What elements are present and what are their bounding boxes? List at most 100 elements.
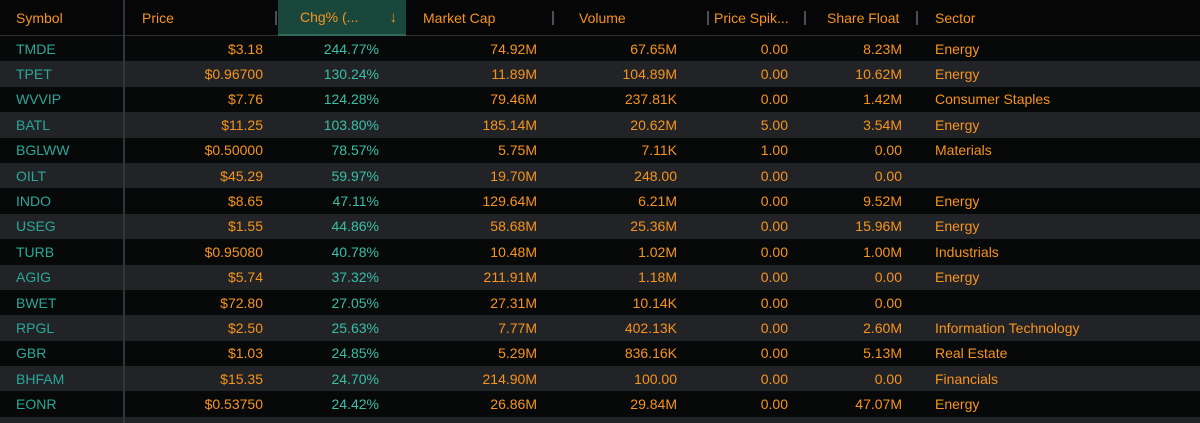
- cell-symbol[interactable]: BGLWW: [16, 142, 70, 159]
- sort-descending-icon[interactable]: ↓: [389, 8, 398, 26]
- cell-price-spike: 0.00: [760, 269, 788, 286]
- column-divider: [275, 11, 277, 25]
- cell-share-float: 10.62M: [855, 66, 902, 83]
- cell-sector: Energy: [935, 66, 980, 83]
- cell-market-cap: 58.68M: [490, 218, 537, 235]
- cell-symbol[interactable]: BHFAM: [16, 370, 65, 387]
- cell-price-spike: 1.00: [760, 142, 788, 159]
- cell-price: $72.80: [220, 294, 263, 311]
- column-header-share-float[interactable]: Share Float: [804, 0, 917, 36]
- cell-price-spike: 0.00: [760, 218, 788, 235]
- table-row[interactable]: TURB $0.95080 40.78% 10.48M 1.02M 0.00 1…: [0, 239, 1200, 265]
- table-row[interactable]: USEG $1.55 44.86% 58.68M 25.36M 0.00 15.…: [0, 213, 1200, 240]
- cell-share-float: 9.52M: [863, 193, 902, 210]
- cell-share-float: 0.00: [874, 370, 902, 387]
- header-divider: [0, 35, 1200, 36]
- cell-price: $0.50000: [204, 142, 263, 159]
- cell-symbol[interactable]: TMDE: [16, 40, 56, 57]
- cell-market-cap: 214.90M: [482, 370, 537, 387]
- cell-market-cap: 7.77M: [498, 319, 537, 336]
- cell-market-cap: 27.31M: [490, 294, 537, 311]
- cell-share-float: 1.42M: [863, 91, 902, 108]
- cell-price-spike: 0.00: [760, 319, 788, 336]
- cell-chg-percent: 78.57%: [331, 142, 379, 159]
- cell-price-spike: 0.00: [760, 91, 788, 108]
- cell-symbol[interactable]: WVVIP: [16, 91, 62, 108]
- column-header-label: Price: [142, 10, 174, 26]
- cell-symbol[interactable]: EONR: [16, 396, 57, 413]
- cell-chg-percent: 25.63%: [331, 319, 379, 336]
- cell-symbol[interactable]: USEG: [16, 218, 56, 235]
- cell-volume: 67.65M: [630, 40, 677, 57]
- cell-symbol[interactable]: RPGL: [16, 319, 55, 336]
- table-row[interactable]: TMDE $3.18 244.77% 74.92M 67.65M 0.00 8.…: [0, 36, 1200, 62]
- table-row[interactable]: INDO $8.65 47.11% 129.64M 6.21M 0.00 9.5…: [0, 188, 1200, 214]
- column-header-volume[interactable]: Volume: [552, 0, 708, 36]
- cell-sector: [917, 163, 1200, 188]
- table-row[interactable]: BWET $72.80 27.05% 27.31M 10.14K 0.00 0.…: [0, 289, 1200, 316]
- column-header-price-spike[interactable]: Price Spik...: [707, 0, 805, 36]
- cell-volume: 237.81K: [624, 91, 677, 108]
- cell-volume: 25.36M: [630, 218, 677, 235]
- table-row[interactable]: RPGL $2.50 25.63% 7.77M 402.13K 0.00 2.6…: [0, 315, 1200, 341]
- cell-chg-percent: 103.80%: [323, 116, 379, 133]
- table-row[interactable]: BATL $11.25 103.80% 185.14M 20.62M 5.00 …: [0, 112, 1200, 138]
- cell-market-cap: 74.92M: [490, 40, 537, 57]
- cell-volume: 7.11K: [641, 142, 677, 159]
- cell-volume: 100.00: [634, 370, 677, 387]
- cell-symbol[interactable]: TPET: [16, 66, 52, 83]
- cell-market-cap: 5.29M: [498, 345, 537, 362]
- cell-market-cap: 5.75M: [498, 142, 537, 159]
- cell-price-spike: 0.00: [760, 370, 788, 387]
- cell-symbol[interactable]: OILT: [16, 167, 47, 184]
- column-header-price[interactable]: Price: [123, 0, 278, 36]
- table-row[interactable]: TPET $0.96700 130.24% 11.89M 104.89M 0.0…: [0, 61, 1200, 87]
- column-divider: [707, 11, 709, 25]
- cell-price: $0.53750: [204, 396, 263, 413]
- cell-price-spike: 0.00: [760, 396, 788, 413]
- symbol-column-border: [123, 0, 125, 423]
- table-row[interactable]: OILT $45.29 59.97% 19.70M 248.00 0.00 0.…: [0, 162, 1200, 189]
- cell-sector: Energy: [935, 218, 980, 235]
- column-header-sector[interactable]: Sector: [916, 0, 1200, 36]
- cell-sector: Energy: [935, 40, 980, 57]
- cell-share-float: 0.00: [874, 142, 902, 159]
- table-row[interactable]: GBR $1.03 24.85% 5.29M 836.16K 0.00 5.13…: [0, 340, 1200, 367]
- cell-sector: Energy: [935, 396, 980, 413]
- cell-price-spike: 0.00: [760, 40, 788, 57]
- cell-symbol[interactable]: AGIG: [16, 269, 52, 286]
- cell-price-spike: 0.00: [760, 66, 788, 83]
- cell-symbol[interactable]: INDO: [16, 193, 51, 210]
- cell-market-cap: 10.48M: [490, 243, 537, 260]
- cell-sector: Real Estate: [935, 345, 1008, 362]
- cell-symbol[interactable]: BWET: [16, 294, 57, 311]
- table-row[interactable]: WVVIP $7.76 124.28% 79.46M 237.81K 0.00 …: [0, 86, 1200, 113]
- column-header-label: Symbol: [16, 10, 63, 26]
- cell-market-cap: 26.86M: [490, 396, 537, 413]
- cell-sector: Consumer Staples: [935, 91, 1051, 108]
- table-body: TMDE $3.18 244.77% 74.92M 67.65M 0.00 8.…: [0, 36, 1200, 417]
- cell-symbol[interactable]: BATL: [16, 116, 50, 133]
- cell-symbol[interactable]: GBR: [16, 345, 47, 362]
- table-row[interactable]: EONR $0.53750 24.42% 26.86M 29.84M 0.00 …: [0, 391, 1200, 417]
- column-header-chg-percent[interactable]: Chg% (... ↓: [275, 0, 406, 36]
- cell-share-float: 1.00M: [863, 243, 902, 260]
- cell-chg-percent: 59.97%: [331, 167, 379, 184]
- column-header-label: Market Cap: [423, 10, 496, 26]
- cell-symbol[interactable]: TURB: [16, 243, 55, 260]
- column-header-label: Volume: [579, 10, 626, 26]
- column-divider: [552, 11, 554, 25]
- cell-price: $0.96700: [204, 66, 263, 83]
- table-row[interactable]: AGIG $5.74 37.32% 211.91M 1.18M 0.00 0.0…: [0, 264, 1200, 290]
- cell-volume: 6.21M: [638, 193, 677, 210]
- table-row[interactable]: BGLWW $0.50000 78.57% 5.75M 7.11K 1.00 0…: [0, 137, 1200, 163]
- cell-market-cap: 19.70M: [490, 167, 537, 184]
- cell-share-float: 0.00: [874, 167, 902, 184]
- cell-price: $45.29: [220, 167, 263, 184]
- table-row[interactable]: BHFAM $15.35 24.70% 214.90M 100.00 0.00 …: [0, 366, 1200, 392]
- column-header-market-cap[interactable]: Market Cap: [406, 0, 553, 36]
- column-header-symbol[interactable]: Symbol: [0, 0, 124, 36]
- cell-chg-percent: 24.85%: [331, 345, 379, 362]
- cell-share-float: 15.96M: [855, 218, 902, 235]
- cell-chg-percent: 244.77%: [323, 40, 379, 57]
